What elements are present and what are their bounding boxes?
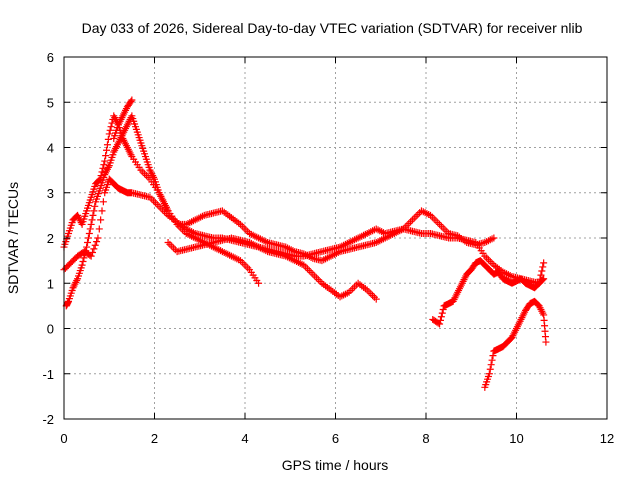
data-point-marker <box>536 275 544 283</box>
series-track-f <box>429 257 548 328</box>
x-tick-label: 12 <box>600 431 614 446</box>
data-point-marker <box>372 295 380 303</box>
data-point-marker <box>79 258 87 266</box>
data-point-marker <box>107 123 115 131</box>
data-point-marker <box>489 352 497 360</box>
data-point-marker <box>91 241 99 249</box>
data-point-marker <box>84 234 92 242</box>
y-axis-label: SDTVAR / TECUs <box>5 182 21 294</box>
data-point-marker <box>438 309 446 317</box>
x-tick-label: 2 <box>151 431 158 446</box>
y-tick-label: 6 <box>47 50 54 65</box>
data-point-marker <box>103 146 111 154</box>
data-point-marker <box>102 152 110 160</box>
data-point-marker <box>542 338 550 346</box>
data-point-marker <box>85 229 93 237</box>
data-point-marker <box>93 238 101 246</box>
data-point-marker <box>94 234 102 242</box>
data-point-marker <box>490 234 498 242</box>
data-point-marker <box>535 279 543 287</box>
data-point-marker <box>84 239 92 247</box>
grid <box>64 57 607 419</box>
data-point-marker <box>103 141 111 149</box>
data-point-marker <box>104 135 112 143</box>
y-tick-label: -1 <box>42 367 54 382</box>
data-point-marker <box>534 280 542 288</box>
data-point-marker <box>485 370 493 378</box>
data-point-marker <box>537 271 545 279</box>
y-tick-label: -2 <box>42 412 54 427</box>
data-point-marker <box>86 225 94 233</box>
data-point-marker <box>89 248 97 256</box>
y-tick-label: 3 <box>47 186 54 201</box>
data-point-marker <box>99 198 107 206</box>
series-track-e <box>164 234 380 303</box>
y-tick-label: 2 <box>47 231 54 246</box>
data-point-marker <box>538 267 546 275</box>
data-point-marker <box>539 263 547 271</box>
data-point-marker <box>99 164 107 172</box>
data-point-marker <box>89 211 97 219</box>
data-point-marker <box>487 361 495 369</box>
data-point-marker <box>106 126 114 134</box>
data-point-marker <box>90 245 98 253</box>
y-tick-label: 5 <box>47 95 54 110</box>
x-tick-label: 10 <box>509 431 523 446</box>
data-point-marker <box>439 305 447 313</box>
data-point-marker <box>87 220 95 228</box>
data-point-marker <box>486 365 494 373</box>
data-point-marker <box>436 320 444 328</box>
x-tick-label: 8 <box>422 431 429 446</box>
data-point-marker <box>437 313 445 321</box>
data-point-marker <box>82 247 90 255</box>
data-points <box>60 96 550 391</box>
series-track-c <box>62 112 263 310</box>
data-point-marker <box>100 161 108 169</box>
data-point-marker <box>83 243 91 251</box>
series-track-d <box>110 96 136 142</box>
chart-title: Day 033 of 2026, Sidereal Day-to-day VTE… <box>82 20 583 36</box>
x-tick-label: 4 <box>241 431 248 446</box>
x-tick-label: 0 <box>60 431 67 446</box>
data-point-marker <box>128 96 136 104</box>
data-point-marker <box>255 279 263 287</box>
y-tick-label: 4 <box>47 141 54 156</box>
data-point-marker <box>81 250 89 258</box>
y-tick-label: 1 <box>47 276 54 291</box>
data-point-marker <box>87 252 95 260</box>
data-point-marker <box>127 97 135 105</box>
data-point-marker <box>88 216 96 224</box>
data-point-marker <box>488 356 496 364</box>
data-point-marker <box>80 254 88 262</box>
y-tick-label: 0 <box>47 322 54 337</box>
data-point-marker <box>91 202 99 210</box>
x-axis-label: GPS time / hours <box>282 457 389 473</box>
data-point-marker <box>105 130 113 138</box>
x-tick-label: 6 <box>332 431 339 446</box>
data-point-marker <box>101 157 109 165</box>
data-point-marker <box>78 261 86 269</box>
data-point-marker <box>95 225 103 233</box>
data-point-marker <box>540 259 548 267</box>
series-track-g <box>481 297 550 391</box>
data-point-marker <box>98 207 106 215</box>
data-point-marker <box>90 207 98 215</box>
data-point-marker <box>436 316 444 324</box>
data-point-marker <box>97 216 105 224</box>
